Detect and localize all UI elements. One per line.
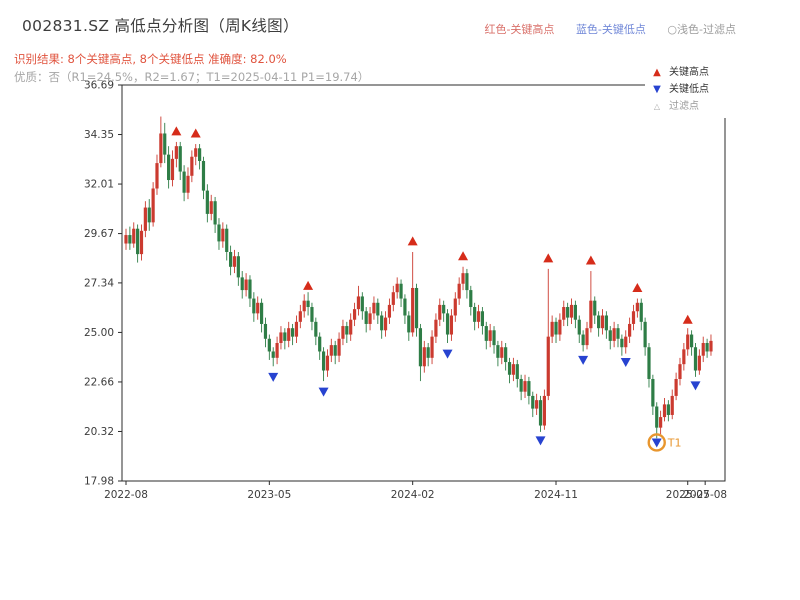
y-tick-label: 17.98 <box>84 476 114 488</box>
page-title: 002831.SZ 高低点分析图（周K线图） <box>22 17 299 35</box>
top-legend: 红色-关键高点 蓝色-关键低点 ○浅色-过滤点 <box>466 21 736 37</box>
key-high-markers <box>171 126 693 324</box>
key-high-marker-icon <box>171 126 182 136</box>
key-low-marker-icon <box>318 387 329 397</box>
legend-item-key-high: ▲ 关键高点 <box>649 64 744 81</box>
top-legend-filter-label: ○浅色-过滤点 <box>667 23 736 36</box>
y-tick-label: 36.69 <box>84 80 114 92</box>
legend-filter-label: 过滤点 <box>669 101 699 112</box>
recognition-result-text: 识别结果: 8个关键高点, 8个关键低点 准确度: 82.0% <box>14 52 287 66</box>
legend-item-filter: △ 过滤点 <box>649 98 744 115</box>
t1-label: T1 <box>667 436 682 449</box>
key-high-marker-icon <box>303 280 314 290</box>
x-tick-label: 2023-05 <box>247 489 291 501</box>
key-high-marker-icon <box>632 282 643 292</box>
key-high-marker-icon <box>458 251 469 261</box>
key-low-triangle-icon: ▼ <box>653 84 661 95</box>
key-high-marker-icon <box>543 253 554 263</box>
candles-layer <box>124 116 713 439</box>
y-tick-label: 20.32 <box>84 426 114 438</box>
top-legend-low-label: 蓝色-关键低点 <box>575 23 646 36</box>
key-high-marker-icon <box>407 236 418 246</box>
axes: 17.98 20.32 22.66 25.00 27.34 29.67 32.01 34.35… <box>84 80 727 502</box>
filter-triangle-icon: △ <box>653 102 661 111</box>
y-tick-label: 34.35 <box>84 129 114 141</box>
legend-key-high-label: 关键高点 <box>669 67 709 78</box>
key-low-marker-icon <box>442 349 453 359</box>
x-tick-label: 2024-11 <box>534 489 578 501</box>
key-low-markers <box>268 349 701 448</box>
t1-circle-icon <box>647 433 666 452</box>
key-low-marker-icon <box>578 355 589 365</box>
chart-legend: ▲ 关键高点 ▼ 关键低点 △ 过滤点 <box>645 61 748 118</box>
y-tick-label: 32.01 <box>84 179 114 191</box>
legend-item-key-low: ▼ 关键低点 <box>649 81 744 98</box>
key-low-marker-icon <box>690 381 701 391</box>
key-low-marker-icon <box>620 358 631 368</box>
x-tick-label: 2025-07 <box>666 489 710 501</box>
filtered-point-annotation: T1 <box>647 433 682 452</box>
key-high-marker-icon <box>585 255 596 265</box>
legend-key-low-label: 关键低点 <box>669 84 709 95</box>
quality-text: 优质：否（R1=24.5%，R2=1.67；T1=2025-04-11 P1=1… <box>14 70 370 84</box>
y-tick-label: 22.66 <box>84 376 114 388</box>
key-low-marker-icon <box>535 436 546 446</box>
key-high-marker-icon <box>190 128 201 138</box>
y-tick-label: 27.34 <box>84 277 114 289</box>
key-high-marker-icon <box>682 314 693 324</box>
x-tick-label: 2025-08 <box>683 489 727 501</box>
key-low-marker-icon <box>651 438 662 448</box>
y-tick-label: 29.67 <box>84 228 114 240</box>
x-tick-label: 2022-08 <box>104 489 148 501</box>
y-tick-label: 25.00 <box>84 327 114 339</box>
key-low-marker-icon <box>268 372 279 382</box>
top-legend-high-label: 红色-关键高点 <box>484 23 555 36</box>
key-high-triangle-icon: ▲ <box>653 67 661 78</box>
x-tick-label: 2024-02 <box>391 489 435 501</box>
